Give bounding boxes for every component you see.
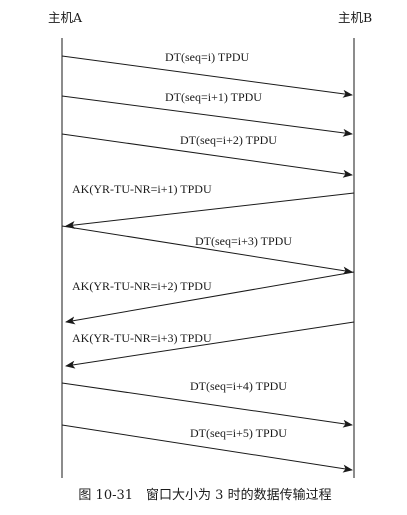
message-arrow-8 — [61, 382, 353, 428]
message-label-1: DT(seq=i) TPDU — [165, 50, 250, 64]
message-arrow-5 — [61, 225, 353, 275]
message-label-7: AK(YR-TU-NR=i+3) TPDU — [72, 331, 212, 345]
message-arrow-2 — [61, 95, 353, 137]
host-b-label: 主机B — [338, 10, 372, 25]
message-arrow-7 — [65, 321, 355, 369]
message-arrow-6 — [65, 271, 355, 325]
message-arrows: DT(seq=i) TPDU DT(seq=i+1) TPDU DT(seq=i+2… — [61, 50, 355, 473]
message-label-9: DT(seq=i+5) TPDU — [190, 426, 287, 440]
message-label-4: AK(YR-TU-NR=i+1) TPDU — [72, 182, 212, 196]
message-arrow-4 — [65, 192, 355, 229]
message-label-8: DT(seq=i+4) TPDU — [190, 379, 287, 393]
message-arrow-9 — [61, 424, 353, 473]
message-arrow-3 — [61, 133, 353, 178]
message-label-6: AK(YR-TU-NR=i+2) TPDU — [72, 279, 212, 293]
host-a-label: 主机A — [48, 10, 83, 25]
message-label-5: DT(seq=i+3) TPDU — [195, 234, 292, 248]
figure-caption: 图 10-31 窗口大小为 3 时的数据传输过程 — [78, 487, 331, 503]
message-label-2: DT(seq=i+1) TPDU — [165, 90, 262, 104]
message-arrow-1 — [61, 55, 353, 98]
message-label-3: DT(seq=i+2) TPDU — [180, 133, 277, 147]
